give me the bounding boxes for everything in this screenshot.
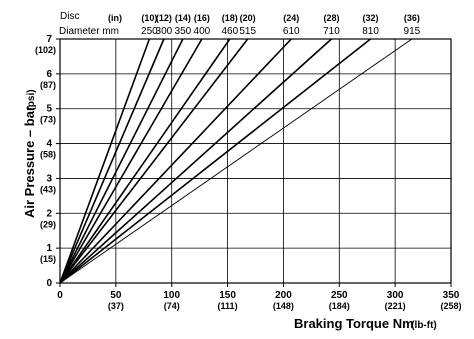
- disc-diameter-label: 515: [239, 26, 256, 37]
- y-tick-labels: 0 1(15) 2(29) 3(43) 4(58) 5(73) 6(87) 7(102): [35, 34, 60, 289]
- x-tick-sublabel: (111): [218, 301, 238, 311]
- disc-diameter-label: 460: [221, 26, 238, 37]
- series-line: [59, 38, 184, 284]
- x-tick-label: 0: [57, 290, 63, 301]
- disc-diameter-label: 915: [404, 26, 421, 37]
- series-line: [59, 38, 151, 284]
- y-tick-label: 6: [46, 69, 52, 80]
- disc-size-label: (36): [404, 13, 420, 23]
- x-tick-sublabel: (184): [329, 301, 350, 311]
- series-line: [59, 38, 231, 284]
- series-line: [59, 38, 372, 284]
- grid: [60, 39, 451, 283]
- disc-size-label: (18): [222, 13, 238, 23]
- disc-size-label: (32): [363, 13, 379, 23]
- y-tick-sublabel: (43): [40, 184, 56, 194]
- y-axis-title: Air Pressure – bar: [22, 106, 37, 218]
- y-tick-sublabel: (58): [40, 150, 56, 160]
- x-tick-label: 200: [275, 290, 292, 301]
- x-tick-label: 100: [163, 290, 180, 301]
- disc-size-label: (16): [194, 13, 210, 23]
- x-tick-sublabel: (258): [440, 301, 461, 311]
- y-axis-unit: (psi): [26, 89, 37, 110]
- x-tick-label: 350: [443, 290, 460, 301]
- x-tick-labels: 0 50(37) 100(74) 150(111) 200(148) 250(184) 30…: [57, 283, 462, 311]
- series-line: [59, 38, 249, 284]
- diameter-label: Diameter mm: [59, 26, 119, 37]
- series-line: [59, 38, 292, 284]
- disc-diameter-label: 610: [283, 26, 300, 37]
- x-axis-title: Braking Torque Nm: [294, 316, 414, 331]
- disc-diameter-label: 710: [323, 26, 340, 37]
- y-tick-sublabel: (102): [35, 45, 56, 55]
- series-lines: [59, 38, 413, 284]
- y-tick-label: 5: [46, 104, 52, 115]
- x-tick-label: 300: [387, 290, 404, 301]
- disc-diameter-label: 250: [141, 26, 158, 37]
- x-axis-unit: (lb-ft): [411, 320, 437, 331]
- x-tick-label: 150: [219, 290, 236, 301]
- x-tick-label: 50: [110, 290, 122, 301]
- y-tick-label: 0: [46, 278, 52, 289]
- disc-header: Disc (in) Diameter mm (10) 250 (12) 300(14)…: [59, 11, 421, 37]
- y-tick-label: 3: [46, 173, 52, 184]
- y-tick-label: 1: [46, 243, 52, 254]
- x-tick-sublabel: (148): [273, 301, 294, 311]
- disc-diameter-label: 350: [175, 26, 192, 37]
- disc-size-label: (20): [240, 13, 256, 23]
- disc-size-label: (28): [323, 13, 339, 23]
- series-line: [59, 38, 165, 284]
- x-tick-sublabel: (37): [108, 301, 124, 311]
- disc-size-label: (24): [283, 13, 299, 23]
- series-line: [59, 38, 413, 284]
- disc-diameter-label: 810: [362, 26, 379, 37]
- y-tick-sublabel: (87): [40, 80, 56, 90]
- disc-diameter-label: 300: [156, 26, 173, 37]
- y-tick-sublabel: (15): [40, 254, 56, 264]
- disc-size-label: (12): [156, 13, 172, 23]
- y-tick-label: 7: [46, 34, 52, 45]
- disc-unit-label: (in): [108, 13, 122, 23]
- series-line: [59, 38, 333, 284]
- disc-diameter-label: 400: [194, 26, 211, 37]
- x-tick-label: 250: [331, 290, 348, 301]
- y-tick-label: 2: [46, 208, 52, 219]
- series-line: [59, 38, 203, 284]
- disc-size-label: (10): [141, 13, 157, 23]
- plot-frame: [59, 38, 452, 284]
- x-tick-sublabel: (74): [164, 301, 180, 311]
- disc-label: Disc: [60, 11, 79, 22]
- y-tick-sublabel: (29): [40, 219, 56, 229]
- y-tick-sublabel: (73): [40, 115, 56, 125]
- y-tick-label: 4: [46, 139, 52, 150]
- disc-size-label: (14): [175, 13, 191, 23]
- axes: [59, 38, 452, 284]
- x-tick-sublabel: (221): [385, 301, 406, 311]
